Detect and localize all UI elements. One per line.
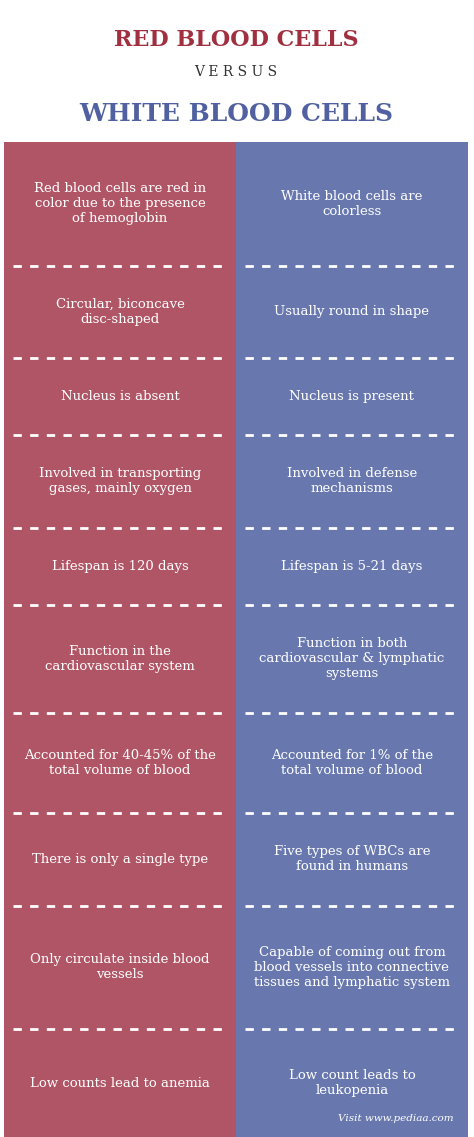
Text: Lifespan is 5-21 days: Lifespan is 5-21 days [281, 559, 423, 573]
Bar [4, 713, 236, 813]
Text: Red blood cells are red in
color due to the presence
of hemoglobin: Red blood cells are red in color due to … [34, 182, 206, 225]
Bar [4, 435, 236, 528]
Text: RED BLOOD CELLS: RED BLOOD CELLS [114, 28, 358, 51]
Text: V E R S U S: V E R S U S [194, 65, 278, 78]
Text: There is only a single type: There is only a single type [32, 853, 208, 866]
Text: Nucleus is present: Nucleus is present [290, 390, 414, 404]
Bar [4, 358, 236, 435]
Bar [4, 813, 236, 906]
Bar [236, 906, 468, 1029]
Bar [4, 528, 236, 605]
Bar [4, 605, 236, 713]
Text: Capable of coming out from
blood vessels into connective
tissues and lymphatic s: Capable of coming out from blood vessels… [254, 946, 450, 989]
Bar [4, 1029, 236, 1137]
Text: Involved in defense
mechanisms: Involved in defense mechanisms [287, 467, 417, 496]
Text: Function in both
cardiovascular & lymphatic
systems: Function in both cardiovascular & lympha… [259, 638, 445, 680]
Bar [236, 1029, 468, 1137]
Bar [4, 266, 236, 358]
Bar [236, 605, 468, 713]
Text: Low count leads to
leukopenia: Low count leads to leukopenia [289, 1069, 415, 1097]
Text: Involved in transporting
gases, mainly oxygen: Involved in transporting gases, mainly o… [39, 467, 201, 496]
Text: Visit www.pediaa.com: Visit www.pediaa.com [338, 1114, 454, 1123]
Bar [236, 713, 468, 813]
Text: Accounted for 1% of the
total volume of blood: Accounted for 1% of the total volume of … [271, 749, 433, 777]
Text: Nucleus is absent: Nucleus is absent [61, 390, 180, 404]
Text: Five types of WBCs are
found in humans: Five types of WBCs are found in humans [273, 846, 430, 873]
Text: Only circulate inside blood
vessels: Only circulate inside blood vessels [30, 953, 210, 981]
Text: Low counts lead to anemia: Low counts lead to anemia [30, 1077, 210, 1089]
Text: Usually round in shape: Usually round in shape [274, 306, 429, 318]
Bar [236, 266, 468, 358]
Bar [4, 906, 236, 1029]
Text: Lifespan is 120 days: Lifespan is 120 days [52, 559, 188, 573]
Bar [4, 142, 236, 266]
Text: Accounted for 40-45% of the
total volume of blood: Accounted for 40-45% of the total volume… [24, 749, 216, 777]
Text: White blood cells are
colorless: White blood cells are colorless [281, 190, 423, 218]
Bar [236, 142, 468, 266]
Bar [236, 358, 468, 435]
Bar [236, 813, 468, 906]
Text: Function in the
cardiovascular system: Function in the cardiovascular system [45, 645, 195, 673]
Text: Circular, biconcave
disc-shaped: Circular, biconcave disc-shaped [55, 298, 184, 326]
Bar [236, 528, 468, 605]
Bar [236, 435, 468, 528]
Text: WHITE BLOOD CELLS: WHITE BLOOD CELLS [79, 101, 393, 126]
